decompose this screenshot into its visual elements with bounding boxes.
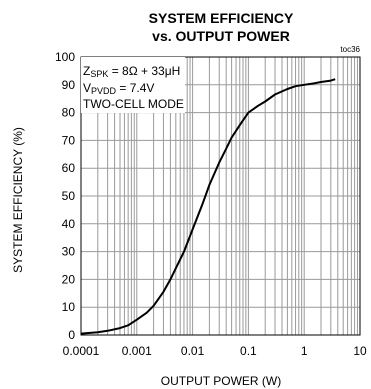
annotation-vpvdd: VPVDD = 7.4V [83, 81, 154, 96]
y-tick-label: 30 [62, 245, 76, 259]
chart-tag: toc36 [340, 45, 360, 54]
y-tick-label: 80 [62, 106, 76, 120]
annotation-zspk-main: Z [83, 64, 90, 78]
y-tick-label: 0 [68, 328, 75, 342]
x-tick-label: 10 [353, 344, 367, 358]
plot-area [80, 56, 361, 336]
x-tick-label: 1 [301, 344, 308, 358]
annotation-background [81, 57, 185, 113]
annotation-vpvdd-rest: = 7.4V [116, 81, 154, 95]
y-tick-label: 70 [62, 133, 76, 147]
chart-title: SYSTEM EFFICIENCY [149, 10, 294, 26]
y-tick-label: 40 [62, 217, 76, 231]
annotation-zspk-sub: SPK [90, 69, 108, 79]
annotation-zspk: ZSPK = 8Ω + 33μH [83, 64, 180, 79]
x-tick-label: 0.001 [122, 344, 152, 358]
y-tick-label: 100 [55, 50, 75, 64]
chart-subtitle: vs. OUTPUT POWER [152, 28, 290, 44]
x-tick-label: 0.01 [181, 344, 205, 358]
y-tick-label: 10 [62, 300, 76, 314]
x-axis-label: OUTPUT POWER (W) [161, 374, 281, 388]
annotation-mode: TWO-CELL MODE [83, 97, 184, 111]
annotation-vpvdd-sub: PVDD [91, 86, 117, 96]
x-tick-label: 0.1 [240, 344, 257, 358]
annotations: ZSPK = 8Ω + 33μH VPVDD = 7.4V TWO-CELL M… [81, 57, 185, 113]
tick-labels: 0 10 20 30 40 50 60 70 80 90 100 0.0001 0.001 0.01 0.1… [55, 50, 367, 358]
annotation-vpvdd-main: V [83, 81, 91, 95]
annotation-zspk-rest: = 8Ω + 33μH [108, 64, 180, 78]
plot-frame [80, 56, 361, 336]
y-tick-label: 60 [62, 161, 76, 175]
y-axis-label: SYSTEM EFFICIENCY (%) [11, 127, 25, 273]
y-tick-label: 90 [62, 78, 76, 92]
efficiency-curve [80, 78, 336, 335]
y-tick-label: 20 [62, 272, 76, 286]
x-tick-label: 0.0001 [63, 344, 100, 358]
y-tick-label: 50 [62, 189, 76, 203]
